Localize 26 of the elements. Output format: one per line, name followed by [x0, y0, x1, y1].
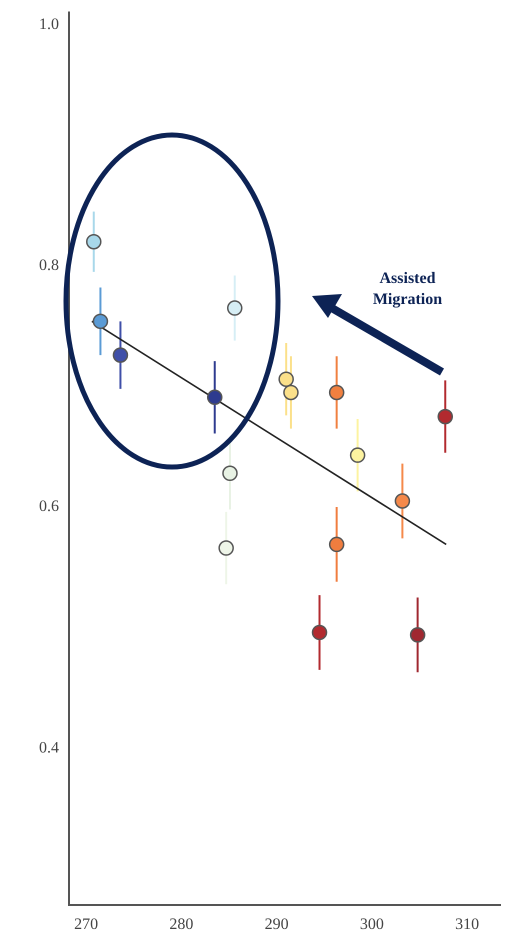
point: [86, 234, 102, 250]
y-tick-label: 0.6: [39, 498, 59, 516]
point: [218, 540, 234, 556]
point: [394, 493, 410, 509]
point: [226, 300, 242, 316]
point: [350, 447, 366, 463]
x-tick-label: 310: [455, 916, 480, 933]
point: [112, 347, 128, 363]
x-tick-label: 280: [169, 916, 194, 933]
y-tick-label: 0.8: [39, 257, 59, 274]
point: [222, 466, 238, 482]
x-tick-label: 290: [264, 916, 289, 933]
point: [328, 536, 344, 552]
point: [283, 384, 299, 400]
point: [312, 624, 328, 640]
y-tick-label: 1.0: [39, 16, 59, 33]
point: [328, 384, 344, 400]
point: [92, 314, 108, 330]
point: [278, 371, 294, 387]
y-tick-label: 0.4: [39, 739, 59, 756]
point: [438, 408, 454, 424]
point: [206, 390, 222, 406]
annotation: Assisted Migration: [372, 269, 444, 310]
point: [410, 627, 426, 643]
x-tick-label: 300: [360, 916, 384, 933]
x-tick-label: 270: [74, 916, 98, 933]
